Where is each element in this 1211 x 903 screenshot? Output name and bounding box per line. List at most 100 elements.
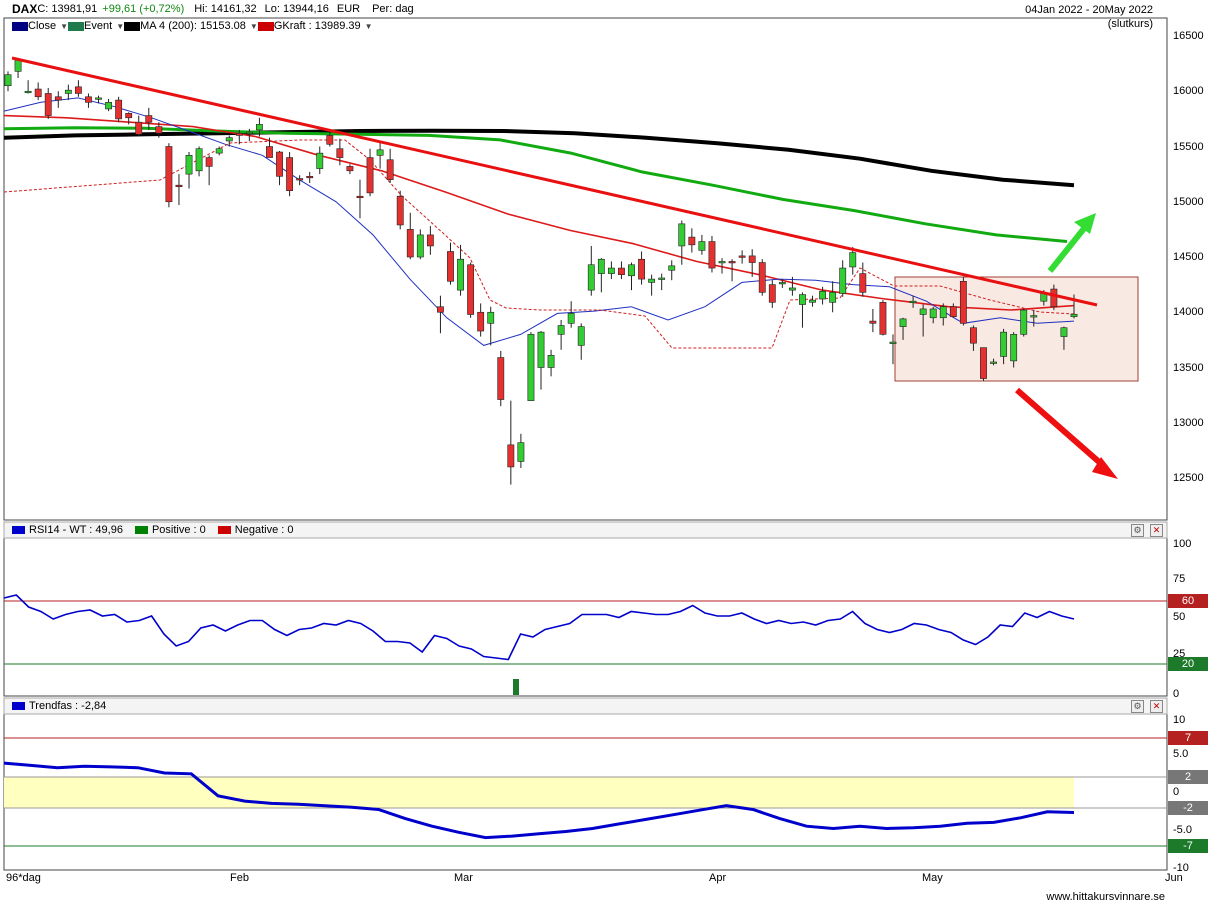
candle-up: [24, 90, 32, 94]
candle-up: [225, 137, 233, 142]
candle-up: [487, 311, 495, 324]
legend-swatch: [68, 21, 85, 31]
legend-gkraft[interactable]: GKraft : 13989.39 ▼: [257, 20, 373, 32]
positive-signal-bar: [513, 679, 519, 695]
legend-label: Positive : 0: [151, 524, 206, 536]
trendfas-neutral-band: [4, 777, 1074, 808]
candle-up: [577, 326, 585, 346]
legend-label: RSI14 - WT : 49,96: [29, 524, 123, 536]
x-axis-label: Apr: [709, 872, 727, 884]
candle-up: [1030, 315, 1038, 318]
candle-down: [477, 311, 485, 332]
settings-icon[interactable]: ⚙: [1131, 524, 1144, 537]
candle-down: [437, 306, 444, 313]
candle-up: [990, 361, 997, 364]
x-axis-label: Jun: [1165, 872, 1183, 884]
trendfas-legend-item: Trendfas : -2,84: [12, 700, 106, 712]
positive-legend-item: Positive : 0: [134, 524, 206, 536]
candle-up: [1070, 313, 1078, 317]
candle-up: [698, 241, 706, 251]
candle-down: [949, 306, 957, 317]
legend-swatch: [12, 21, 28, 31]
legend-event[interactable]: Event ▼: [68, 20, 124, 32]
candle-up: [839, 267, 847, 294]
annotations: [4, 56, 1167, 847]
candle-up: [537, 331, 545, 368]
bullish-arrow-head: [1074, 213, 1096, 234]
moving-averages: [3, 97, 1075, 349]
rsi-panel: [3, 537, 1168, 697]
candle-up: [628, 264, 635, 277]
candle-down: [768, 284, 776, 303]
candle-up: [245, 131, 253, 134]
candle-up: [547, 355, 555, 368]
price-tick: 15000: [1173, 196, 1204, 208]
trendfas-tag-neg2: -2: [1168, 801, 1208, 815]
close-icon[interactable]: ✕: [1150, 700, 1163, 713]
candle-down: [235, 132, 243, 136]
ma200-line: [3, 128, 1075, 188]
candle-down: [758, 262, 766, 293]
dropdown-icon[interactable]: ▼: [60, 21, 69, 31]
settings-icon[interactable]: ⚙: [1131, 700, 1144, 713]
candle-up: [185, 155, 193, 175]
rsi-legend: RSI14 - WT : 49,96 Positive : 0 Negative…: [0, 523, 293, 537]
candle-up: [587, 264, 595, 291]
candle-down: [738, 255, 746, 258]
trendfas-line: [3, 761, 1075, 840]
currency-label: EUR: [336, 3, 361, 15]
candle-down: [286, 157, 294, 192]
legend-close[interactable]: Close ▼: [12, 20, 68, 32]
candle-down: [336, 148, 344, 158]
candle-up: [909, 300, 917, 304]
candle-down: [447, 251, 454, 282]
candle-up: [1000, 331, 1008, 357]
legend-label: Event: [84, 20, 113, 32]
dropdown-icon[interactable]: ▼: [364, 21, 373, 31]
x-axis-label: Mar: [454, 872, 473, 884]
legend-ma[interactable]: MA 4 (200): 15153.08 ▼: [124, 20, 258, 32]
period-label: Per: dag: [372, 3, 414, 15]
candle-up: [899, 318, 907, 327]
close-icon[interactable]: ✕: [1150, 524, 1163, 537]
trendfas-tick: 0: [1173, 786, 1180, 798]
candle-down: [205, 157, 213, 167]
candle-down: [165, 146, 173, 203]
candle-down: [306, 176, 314, 179]
candle-up: [557, 325, 565, 335]
candle-up: [4, 74, 12, 87]
rsi-line: [3, 594, 1075, 661]
candle-up: [799, 294, 806, 305]
candle-down: [1050, 288, 1058, 308]
candle-down: [175, 184, 183, 187]
candle-down: [708, 241, 716, 269]
candle-down: [467, 264, 475, 315]
x-axis-label: Feb: [230, 872, 249, 884]
candle-down: [276, 151, 283, 177]
symbol-label: DAX: [12, 2, 38, 16]
dropdown-icon[interactable]: ▼: [116, 21, 125, 31]
chart-header: DAX C: 13981,91 +99,61 (+0,72%) Hi: 1416…: [0, 0, 1166, 18]
candle-up: [597, 258, 605, 274]
candle-up: [1020, 309, 1028, 335]
rsi-tick: 100: [1173, 538, 1192, 550]
legend-label: MA 4 (200): 15153.08: [140, 20, 246, 32]
trendfas-legend: Trendfas : -2,84: [0, 699, 106, 713]
x-axis-label: 96*dag: [6, 872, 41, 884]
candle-down: [74, 86, 82, 94]
price-tick: 16000: [1173, 85, 1204, 97]
candle-up: [658, 277, 666, 280]
candle-down: [497, 357, 505, 400]
candle-up: [215, 148, 223, 154]
candle-up: [678, 223, 686, 247]
rsi-tick: 75: [1173, 573, 1186, 585]
dropdown-icon[interactable]: ▼: [249, 21, 258, 31]
legend-swatch: [124, 21, 141, 31]
candle-down: [346, 166, 354, 172]
candle-down: [426, 234, 434, 247]
candle-up: [1060, 327, 1068, 337]
candle-down: [125, 113, 133, 119]
candle-down: [748, 255, 756, 263]
watermark: www.hittakursvinnare.se: [1046, 891, 1165, 903]
